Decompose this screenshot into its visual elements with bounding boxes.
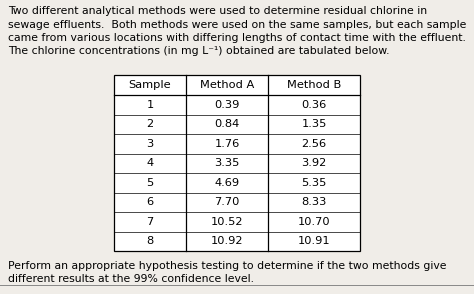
Text: 4: 4 [146,158,154,168]
Text: 2: 2 [146,119,154,129]
Text: 10.91: 10.91 [298,236,330,246]
Text: 0.36: 0.36 [301,100,327,110]
Text: 10.92: 10.92 [211,236,243,246]
Text: Sample: Sample [128,80,171,90]
Text: 5.35: 5.35 [301,178,327,188]
Text: 0.39: 0.39 [214,100,240,110]
Text: 6: 6 [146,197,154,207]
Text: different results at the 99% confidence level.: different results at the 99% confidence … [8,275,254,285]
Text: Method B: Method B [287,80,341,90]
Text: 3.35: 3.35 [214,158,240,168]
Text: 8.33: 8.33 [301,197,327,207]
Text: Method A: Method A [200,80,254,90]
Text: 5: 5 [146,178,154,188]
Text: 1.35: 1.35 [301,119,327,129]
Text: 3: 3 [146,139,154,149]
Text: 3.92: 3.92 [301,158,327,168]
Text: 0.84: 0.84 [214,119,240,129]
Bar [114,75,360,251]
Text: 1.76: 1.76 [214,139,240,149]
Text: 7: 7 [146,217,154,227]
Text: 7.70: 7.70 [214,197,240,207]
Text: 2.56: 2.56 [301,139,327,149]
Text: 1: 1 [146,100,154,110]
Text: 10.70: 10.70 [298,217,330,227]
Text: came from various locations with differing lengths of contact time with the effl: came from various locations with differi… [8,33,466,43]
Text: Perform an appropriate hypothesis testing to determine if the two methods give: Perform an appropriate hypothesis testin… [8,261,447,271]
Text: 10.52: 10.52 [211,217,243,227]
Text: sewage effluents.  Both methods were used on the same samples, but each sample: sewage effluents. Both methods were used… [8,19,466,29]
Text: 4.69: 4.69 [214,178,239,188]
Text: The chlorine concentrations (in mg L⁻¹) obtained are tabulated below.: The chlorine concentrations (in mg L⁻¹) … [8,46,390,56]
Text: 8: 8 [146,236,154,246]
Text: Two different analytical methods were used to determine residual chlorine in: Two different analytical methods were us… [8,6,427,16]
